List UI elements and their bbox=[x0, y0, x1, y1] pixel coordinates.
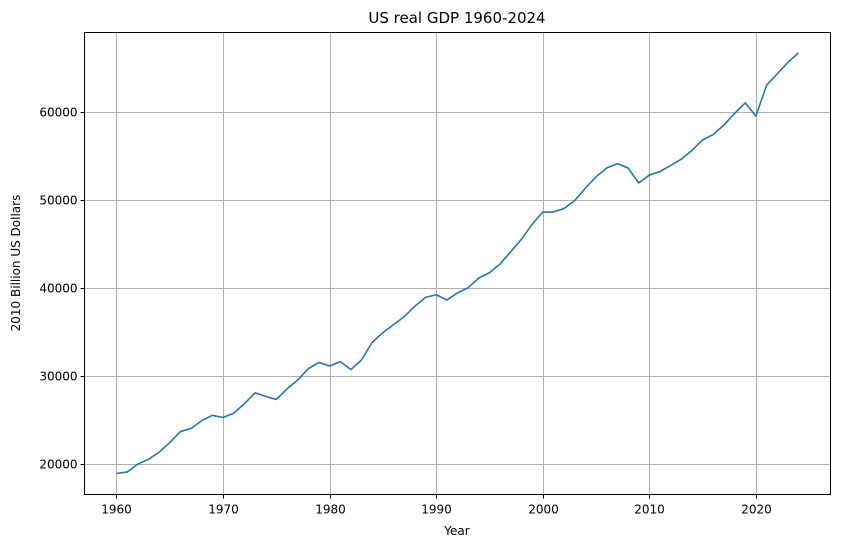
x-tick-label: 2020 bbox=[741, 503, 772, 517]
chart-title: US real GDP 1960-2024 bbox=[368, 9, 545, 27]
x-tick-label: 1970 bbox=[208, 503, 239, 517]
ticks: 1960 1970 1980 1990 2000 2010 2020 20000 30000 40… bbox=[39, 106, 771, 517]
y-tick-label: 40000 bbox=[39, 282, 77, 296]
x-tick-label: 1960 bbox=[101, 503, 132, 517]
x-tick-label: 2010 bbox=[634, 503, 665, 517]
x-tick-label: 1990 bbox=[421, 503, 452, 517]
y-tick-label: 50000 bbox=[39, 194, 77, 208]
grid bbox=[84, 32, 831, 495]
plot-frame bbox=[84, 32, 831, 495]
y-tick-label: 60000 bbox=[39, 106, 77, 120]
line-layer bbox=[116, 52, 800, 475]
y-tick-label: 20000 bbox=[39, 458, 77, 472]
y-axis-label: 2010 Billion US Dollars bbox=[9, 195, 23, 332]
x-tick-label: 2000 bbox=[528, 503, 559, 517]
x-axis-label: Year bbox=[443, 524, 469, 538]
x-tick-label: 1980 bbox=[315, 503, 346, 517]
gdp-series-line bbox=[116, 52, 800, 475]
y-tick-label: 30000 bbox=[39, 370, 77, 384]
